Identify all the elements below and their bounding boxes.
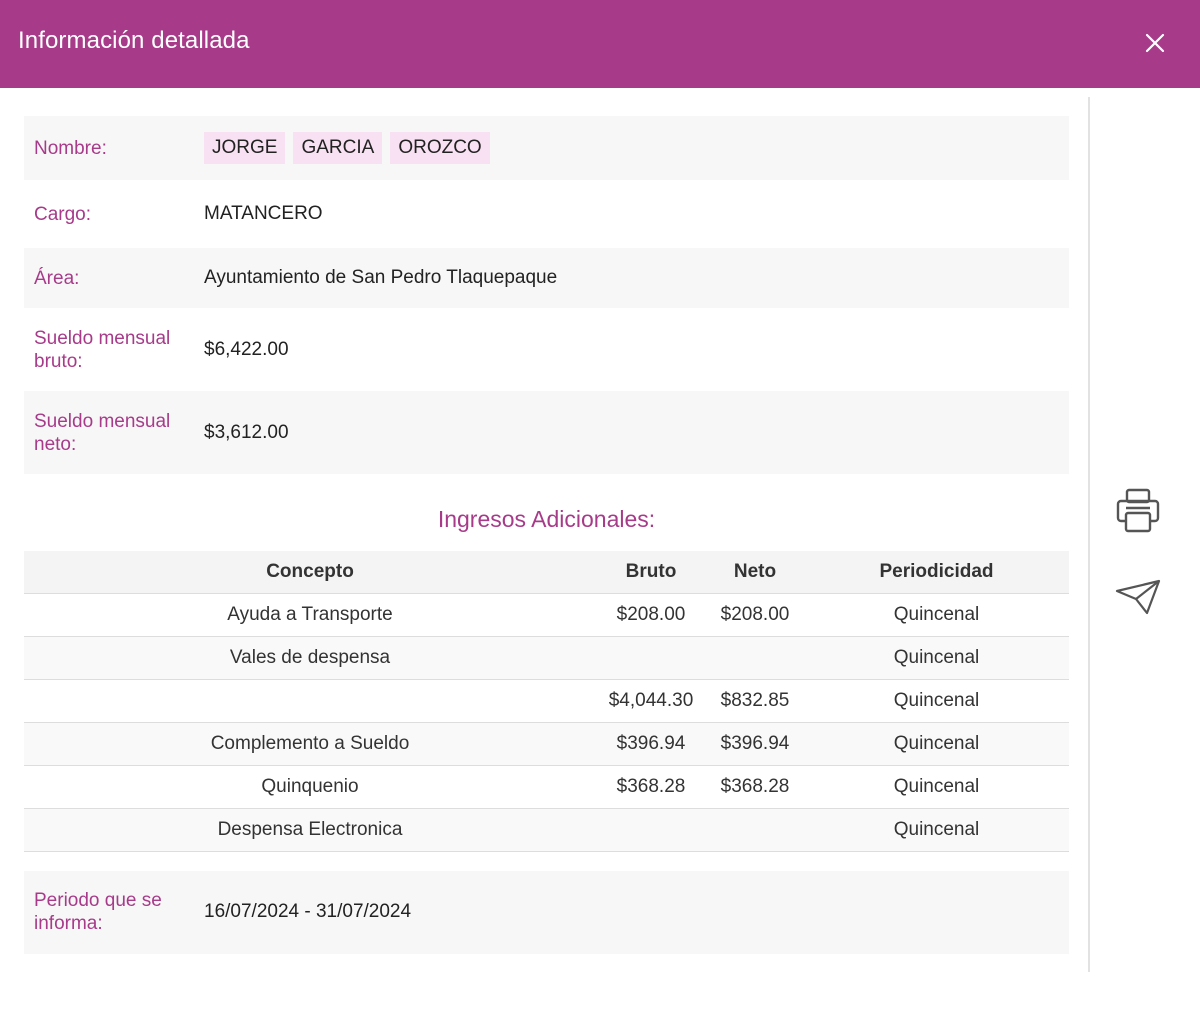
cell-periodicidad: Quincenal	[893, 646, 980, 668]
modal-title: Información detallada	[18, 27, 250, 54]
cell-neto: $832.85	[720, 689, 790, 711]
sueldo-bruto-row: Sueldo mensual bruto: $6,422.00	[24, 308, 1069, 391]
sueldo-bruto-label-line2: bruto:	[34, 350, 83, 372]
cell-periodicidad: Quincenal	[893, 732, 980, 754]
cell-concepto: Ayuda a Transporte	[227, 603, 393, 625]
table-row: Ayuda a Transporte $208.00 $208.00 Quinc…	[24, 593, 1069, 636]
cell-bruto: $4,044.30	[608, 689, 694, 711]
cargo-row: Cargo: MATANCERO	[24, 180, 1069, 248]
cell-bruto	[596, 636, 706, 679]
sueldo-neto-label: Sueldo mensual neto:	[24, 410, 204, 456]
table-row: Despensa Electronica Quincenal	[24, 808, 1069, 851]
cell-concepto	[24, 679, 596, 722]
cargo-value: MATANCERO	[204, 203, 323, 224]
cell-concepto: Quinquenio	[261, 775, 359, 797]
close-button[interactable]	[1138, 26, 1172, 60]
paper-plane-icon[interactable]	[1114, 577, 1162, 617]
name-part-third: OROZCO	[390, 132, 490, 164]
area-value: Ayuntamiento de San Pedro Tlaquepaque	[204, 267, 558, 288]
nombre-row: Nombre: JORGE GARCIA OROZCO	[24, 116, 1069, 180]
cell-neto	[706, 636, 804, 679]
cell-bruto: $208.00	[616, 603, 686, 625]
sueldo-neto-label-line2: neto:	[34, 433, 77, 455]
periodo-label-line2: informa:	[34, 913, 103, 934]
cell-concepto: Complemento a Sueldo	[210, 732, 410, 754]
printer-icon[interactable]	[1114, 486, 1162, 534]
ingresos-title: Ingresos Adicionales:	[437, 506, 656, 532]
nombre-value: JORGE GARCIA OROZCO	[204, 132, 490, 164]
sueldo-neto-row: Sueldo mensual neto: $3,612.00	[24, 391, 1069, 474]
cell-bruto: $368.28	[616, 775, 686, 797]
cell-neto: $208.00	[720, 603, 790, 625]
periodo-label: Periodo que se informa:	[24, 889, 204, 935]
column-header-concepto: Concepto	[266, 560, 354, 582]
name-part-first: JORGE	[204, 132, 286, 164]
print-button[interactable]	[1112, 484, 1164, 536]
cell-periodicidad: Quincenal	[893, 775, 980, 797]
close-icon[interactable]	[1145, 33, 1165, 53]
table-row: Vales de despensa Quincenal	[24, 636, 1069, 679]
sueldo-neto-value: $3,612.00	[204, 421, 289, 443]
cell-concepto: Vales de despensa	[229, 646, 391, 668]
table-header-row: Concepto Bruto Neto Periodicidad	[24, 551, 1069, 593]
cell-periodicidad: Quincenal	[893, 818, 980, 840]
periodo-row: Periodo que se informa: 16/07/2024 - 31/…	[24, 870, 1069, 954]
sueldo-bruto-label-line1: Sueldo mensual	[34, 327, 171, 349]
table-row: Quinquenio $368.28 $368.28 Quincenal	[24, 765, 1069, 808]
sidebar-divider	[1088, 97, 1090, 972]
send-button[interactable]	[1112, 574, 1164, 620]
column-header-periodicidad: Periodicidad	[879, 560, 994, 582]
cell-periodicidad: Quincenal	[893, 689, 980, 711]
cell-periodicidad: Quincenal	[893, 603, 980, 625]
sueldo-neto-label-line1: Sueldo mensual	[34, 410, 171, 432]
cell-neto	[706, 808, 804, 851]
cell-concepto: Despensa Electronica	[217, 818, 403, 840]
sueldo-bruto-value: $6,422.00	[204, 338, 289, 360]
table-row: Complemento a Sueldo $396.94 $396.94 Qui…	[24, 722, 1069, 765]
column-header-neto: Neto	[733, 560, 777, 582]
periodo-label-line1: Periodo que se	[34, 890, 162, 911]
column-header-bruto: Bruto	[625, 560, 677, 582]
cell-bruto: $396.94	[616, 732, 686, 754]
detail-content: Nombre: JORGE GARCIA OROZCO Cargo: MATAN…	[24, 116, 1069, 954]
modal-header: Información detallada	[0, 0, 1200, 88]
name-part-second: GARCIA	[293, 132, 383, 164]
cell-neto: $396.94	[720, 732, 790, 754]
nombre-label: Nombre:	[34, 137, 107, 159]
area-row: Área: Ayuntamiento de San Pedro Tlaquepa…	[24, 248, 1069, 308]
ingresos-table: Concepto Bruto Neto Periodicidad Ayuda a…	[24, 551, 1069, 852]
area-label: Área:	[34, 267, 80, 289]
cargo-label: Cargo:	[34, 203, 92, 225]
cell-bruto	[596, 808, 706, 851]
sueldo-bruto-label: Sueldo mensual bruto:	[24, 327, 204, 373]
periodo-value: 16/07/2024 - 31/07/2024	[204, 901, 412, 922]
table-row: $4,044.30 $832.85 Quincenal	[24, 679, 1069, 722]
cell-neto: $368.28	[720, 775, 790, 797]
